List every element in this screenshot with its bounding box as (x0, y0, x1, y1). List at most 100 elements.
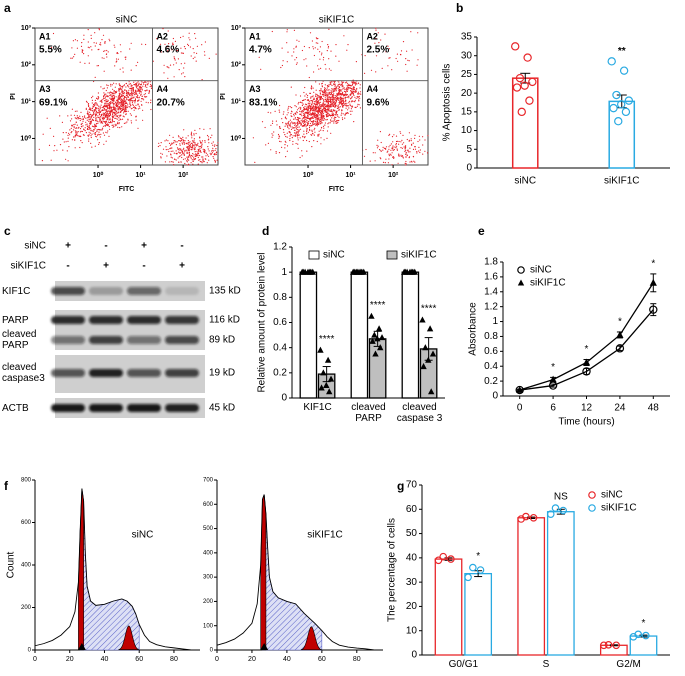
event-dot (107, 121, 109, 123)
event-dot (267, 142, 269, 144)
y-tick-label: 35 (461, 32, 473, 43)
event-dot (323, 139, 325, 141)
x-tick-label: 10¹ (346, 172, 357, 179)
event-dot (117, 52, 119, 55)
event-dot (127, 96, 129, 98)
y-tick-label: 300 (203, 575, 214, 581)
event-dot (304, 136, 306, 138)
event-dot (386, 151, 388, 153)
event-dot (330, 69, 332, 71)
event-dot (113, 98, 115, 101)
event-dot (322, 93, 324, 95)
event-dot (191, 142, 193, 144)
event-dot (316, 108, 318, 110)
event-dot (382, 161, 385, 163)
event-dot (192, 155, 194, 157)
event-dot (102, 97, 105, 99)
event-dot (95, 115, 97, 117)
event-dot (321, 114, 323, 116)
event-dot (323, 109, 325, 112)
event-dot (314, 116, 316, 118)
event-dot (342, 103, 344, 105)
event-dot (293, 29, 295, 31)
event-dot (126, 99, 128, 101)
event-dot (137, 99, 139, 102)
event-dot (208, 150, 210, 152)
event-dot (338, 86, 340, 88)
event-dot (75, 118, 77, 120)
event-dot (350, 91, 352, 93)
event-dot (173, 56, 175, 58)
event-dot (324, 124, 326, 126)
event-dot (309, 114, 311, 116)
event-dot (304, 124, 306, 126)
event-dot (93, 132, 95, 134)
event-dot (340, 101, 342, 103)
event-dot (107, 130, 109, 132)
event-dot (289, 126, 291, 128)
event-dot (119, 127, 121, 129)
event-dot (410, 138, 412, 140)
event-dot (354, 82, 356, 84)
event-dot (104, 102, 106, 104)
event-dot (59, 144, 62, 146)
event-dot (82, 120, 84, 122)
event-dot (338, 109, 340, 111)
event-dot (159, 43, 162, 45)
event-dot (296, 125, 298, 127)
event-dot (337, 98, 339, 100)
event-dot (406, 50, 408, 52)
event-dot (184, 140, 186, 142)
event-dot (116, 60, 118, 62)
event-dot (281, 118, 283, 120)
event-dot (78, 117, 80, 119)
event-dot (79, 146, 81, 149)
event-dot (313, 91, 315, 93)
event-dot (116, 104, 118, 106)
event-dot (103, 87, 105, 89)
significance: NS (554, 492, 568, 503)
event-dot (332, 120, 334, 122)
event-dot (101, 101, 103, 104)
event-dot (199, 145, 201, 147)
blot-band (89, 369, 123, 377)
event-dot (375, 55, 378, 57)
event-dot (323, 56, 325, 59)
event-dot (306, 96, 308, 98)
condition-sign: + (179, 261, 185, 272)
event-dot (193, 134, 195, 136)
x-axis-label: FITC (329, 186, 345, 193)
event-dot (67, 137, 69, 139)
event-dot (145, 84, 147, 87)
event-dot (122, 95, 124, 97)
event-dot (181, 150, 183, 152)
event-dot (374, 38, 377, 40)
event-dot (83, 38, 85, 41)
x-tick-label: G2/M (616, 659, 641, 670)
event-dot (311, 108, 313, 110)
event-dot (203, 51, 206, 53)
event-dot (168, 142, 171, 144)
x-tick-label: 40 (283, 656, 291, 663)
event-dot (189, 155, 191, 157)
event-dot (212, 147, 214, 149)
event-dot (299, 110, 301, 112)
y-tick-label: 10² (21, 62, 32, 69)
y-tick-label: 25 (461, 69, 473, 80)
event-dot (100, 44, 102, 46)
event-dot (124, 108, 126, 110)
event-dot (354, 89, 356, 91)
event-dot (172, 136, 174, 138)
significance: **** (421, 304, 437, 315)
event-dot (340, 102, 342, 104)
model-s-phase (79, 488, 140, 651)
event-dot (332, 113, 334, 115)
event-dot (309, 125, 311, 127)
event-dot (100, 122, 102, 124)
event-dot (319, 119, 321, 121)
event-dot (81, 130, 83, 133)
event-dot (297, 103, 299, 105)
event-dot (191, 137, 193, 139)
event-dot (339, 94, 341, 96)
event-dot (106, 113, 108, 115)
